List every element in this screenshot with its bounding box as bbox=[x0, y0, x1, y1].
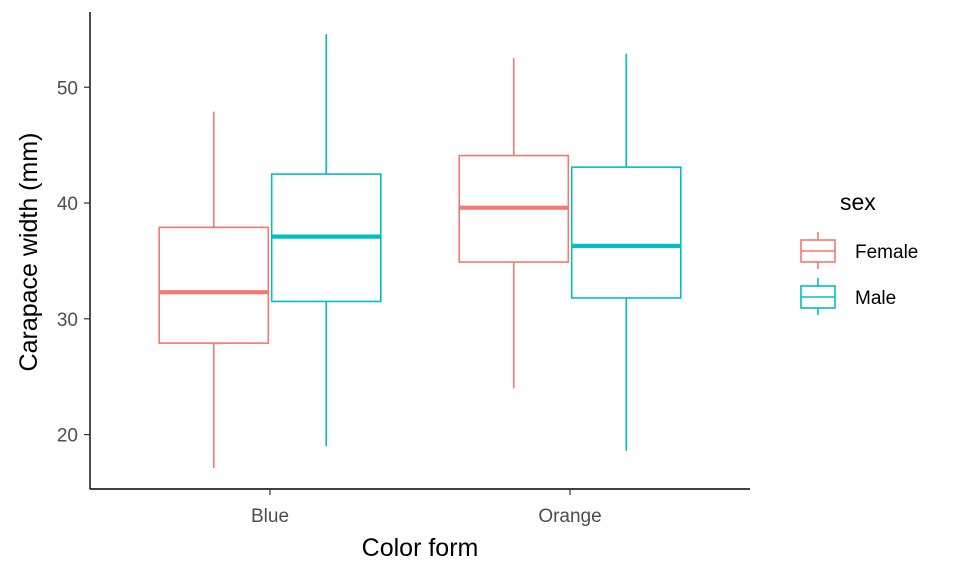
legend-key-female bbox=[800, 232, 836, 269]
box-iqr bbox=[158, 226, 270, 344]
y-axis-title: Carapace width (mm) bbox=[15, 133, 43, 372]
box-female-blue bbox=[158, 111, 270, 469]
legend-key-male bbox=[800, 278, 836, 315]
box-male-blue bbox=[270, 33, 382, 447]
y-tick-label: 30 bbox=[57, 310, 78, 331]
legend-label: Male bbox=[855, 288, 896, 309]
box-female-orange bbox=[458, 58, 570, 389]
y-tick-label: 40 bbox=[57, 194, 78, 215]
legend: sex Female Male bbox=[800, 189, 918, 315]
box-male-orange bbox=[570, 53, 682, 451]
legend-title: sex bbox=[840, 189, 876, 215]
x-tick-label: Blue bbox=[251, 506, 289, 527]
legend-label: Female bbox=[855, 242, 918, 263]
y-tick-label: 20 bbox=[57, 426, 78, 447]
x-tick-label: Orange bbox=[538, 506, 601, 527]
plot-marks bbox=[158, 33, 682, 469]
box-iqr bbox=[570, 166, 682, 299]
x-axis-ticks: Blue Orange bbox=[251, 489, 602, 527]
y-tick-label: 50 bbox=[57, 78, 78, 99]
y-axis-ticks: 20 30 40 50 bbox=[57, 78, 90, 447]
x-axis-title: Color form bbox=[362, 534, 479, 562]
